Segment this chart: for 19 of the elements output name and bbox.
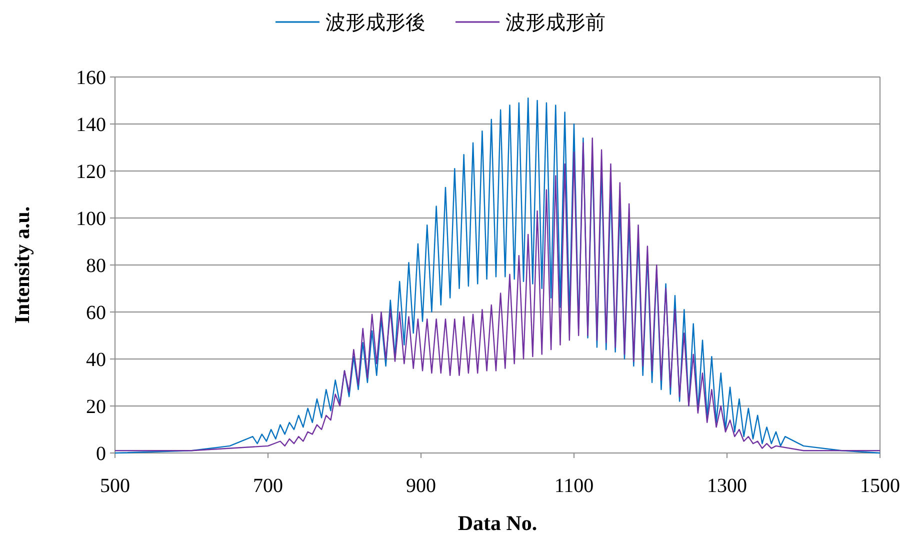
y-tick-label: 160 bbox=[76, 67, 106, 89]
x-tick-label: 1500 bbox=[860, 475, 900, 497]
y-axis-title: Intensity a.u. bbox=[10, 206, 34, 324]
y-tick-label: 120 bbox=[76, 161, 106, 183]
y-tick-label: 60 bbox=[86, 302, 106, 324]
y-tick-label: 80 bbox=[86, 255, 106, 277]
y-tick-label: 140 bbox=[76, 114, 106, 136]
legend-label: 波形成形後 bbox=[326, 12, 426, 34]
x-axis-title: Data No. bbox=[458, 511, 538, 535]
x-tick-label: 500 bbox=[100, 475, 130, 497]
y-tick-label: 0 bbox=[96, 443, 106, 465]
y-tick-label: 40 bbox=[86, 349, 106, 371]
x-tick-label: 900 bbox=[406, 475, 436, 497]
x-tick-label: 1100 bbox=[554, 475, 594, 497]
y-tick-label: 100 bbox=[76, 208, 106, 230]
y-tick-label: 20 bbox=[86, 396, 106, 418]
legend-label: 波形成形前 bbox=[506, 12, 606, 34]
x-tick-label: 700 bbox=[253, 475, 283, 497]
x-tick-label: 1300 bbox=[707, 475, 747, 497]
